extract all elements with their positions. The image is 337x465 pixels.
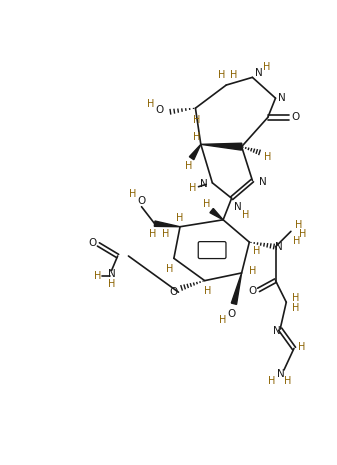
Text: H: H <box>299 229 306 239</box>
Text: H: H <box>293 236 300 246</box>
Text: H: H <box>203 199 210 209</box>
Text: H: H <box>292 293 299 303</box>
Text: N: N <box>277 369 285 379</box>
Text: O: O <box>88 238 96 248</box>
Text: H: H <box>108 279 115 290</box>
Text: H: H <box>249 266 256 276</box>
Text: H: H <box>193 132 201 142</box>
Text: N: N <box>273 326 281 336</box>
Text: H: H <box>94 271 101 281</box>
Text: O: O <box>248 286 256 296</box>
Text: H: H <box>268 376 275 386</box>
Text: H: H <box>292 303 299 312</box>
Text: H: H <box>185 161 192 171</box>
Polygon shape <box>189 144 201 159</box>
Text: O: O <box>170 287 178 297</box>
Text: H: H <box>147 99 154 108</box>
Text: O: O <box>155 105 163 115</box>
Text: H: H <box>284 376 292 386</box>
Text: H: H <box>253 246 261 256</box>
Text: H: H <box>230 70 238 80</box>
Text: Abs: Abs <box>203 245 222 255</box>
Text: H: H <box>129 189 136 199</box>
Text: N: N <box>275 242 283 252</box>
Text: H: H <box>218 70 225 80</box>
Text: H: H <box>193 115 201 125</box>
Text: H: H <box>162 229 170 239</box>
Text: H: H <box>189 183 197 193</box>
Text: H: H <box>242 210 250 220</box>
Polygon shape <box>201 143 242 150</box>
Text: H: H <box>295 220 302 230</box>
Text: N: N <box>278 93 285 103</box>
Polygon shape <box>154 221 180 227</box>
Text: N: N <box>255 68 263 78</box>
Text: H: H <box>264 153 272 162</box>
Text: H: H <box>204 286 211 296</box>
Polygon shape <box>210 208 223 220</box>
Text: H: H <box>176 213 184 222</box>
FancyBboxPatch shape <box>198 242 226 259</box>
Polygon shape <box>231 273 242 305</box>
Text: O: O <box>137 196 146 206</box>
Text: H: H <box>219 315 227 325</box>
Text: H: H <box>166 264 174 274</box>
Text: N: N <box>258 177 266 187</box>
Text: H: H <box>149 229 157 239</box>
Text: N: N <box>108 270 115 279</box>
Text: N: N <box>234 202 242 213</box>
Text: N: N <box>200 179 208 189</box>
Text: O: O <box>292 113 300 122</box>
Text: H: H <box>298 342 305 352</box>
Text: H: H <box>263 61 270 72</box>
Text: O: O <box>227 309 236 319</box>
